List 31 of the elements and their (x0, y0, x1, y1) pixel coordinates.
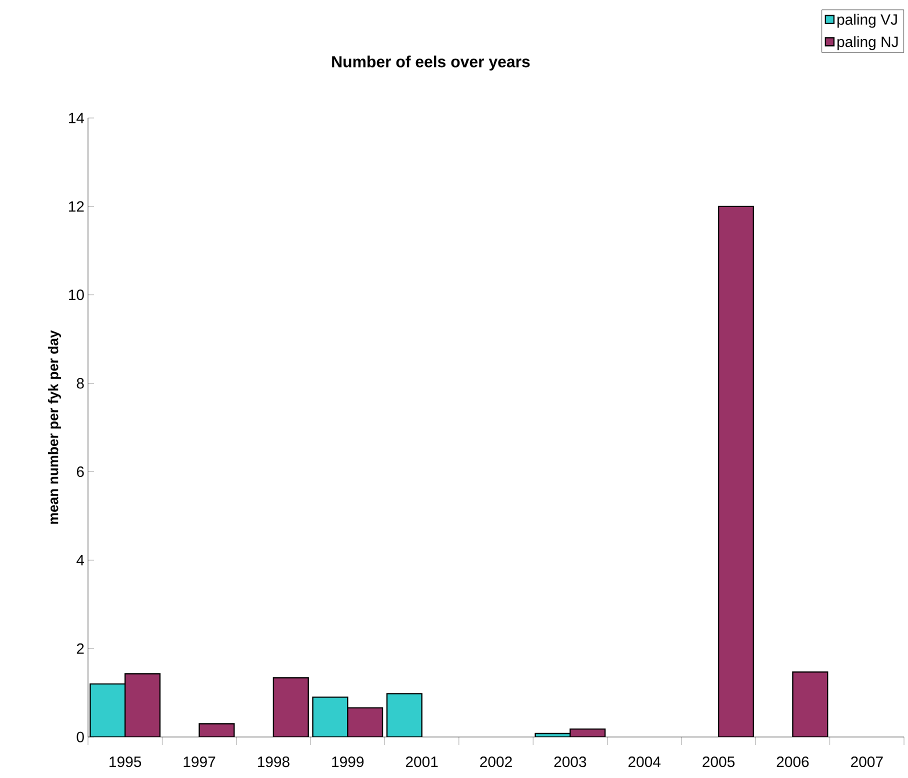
x-tick-label: 1997 (184, 756, 216, 768)
bar (272, 677, 309, 737)
y-tick-label: 10 (69, 290, 84, 300)
x-tick-label: 2004 (628, 756, 661, 768)
bar (90, 683, 126, 737)
x-tick-label: 2007 (851, 756, 883, 768)
x-tick-label: 1999 (332, 756, 364, 768)
x-tick-label: 2003 (554, 756, 586, 768)
x-tick-label: 1995 (110, 756, 142, 768)
x-tick-label: 1998 (258, 756, 290, 768)
chart-title: Number of eels over years (332, 56, 530, 70)
y-tick-label: 0 (76, 732, 84, 742)
y-axis-title: mean number per fyk per day (48, 330, 62, 524)
y-tick-label: 2 (76, 643, 84, 654)
bar (312, 696, 348, 737)
y-tick-label: 14 (69, 112, 84, 124)
x-tick-label: 2001 (406, 756, 438, 768)
bar (718, 206, 754, 737)
bar (792, 671, 828, 737)
x-tick-label: 2005 (702, 756, 735, 768)
x-tick-label: 2006 (776, 756, 809, 768)
x-tick-label: 2002 (480, 756, 512, 768)
y-tick-label: 4 (76, 555, 84, 566)
legend-label: paling NJ (838, 36, 898, 50)
y-tick-label: 8 (76, 378, 84, 389)
y-tick-label: 6 (76, 466, 84, 477)
bar (347, 707, 384, 737)
bar (124, 673, 161, 737)
legend-label: paling VJ (838, 14, 897, 28)
y-tick-label: 12 (69, 201, 84, 212)
bar (386, 693, 422, 737)
